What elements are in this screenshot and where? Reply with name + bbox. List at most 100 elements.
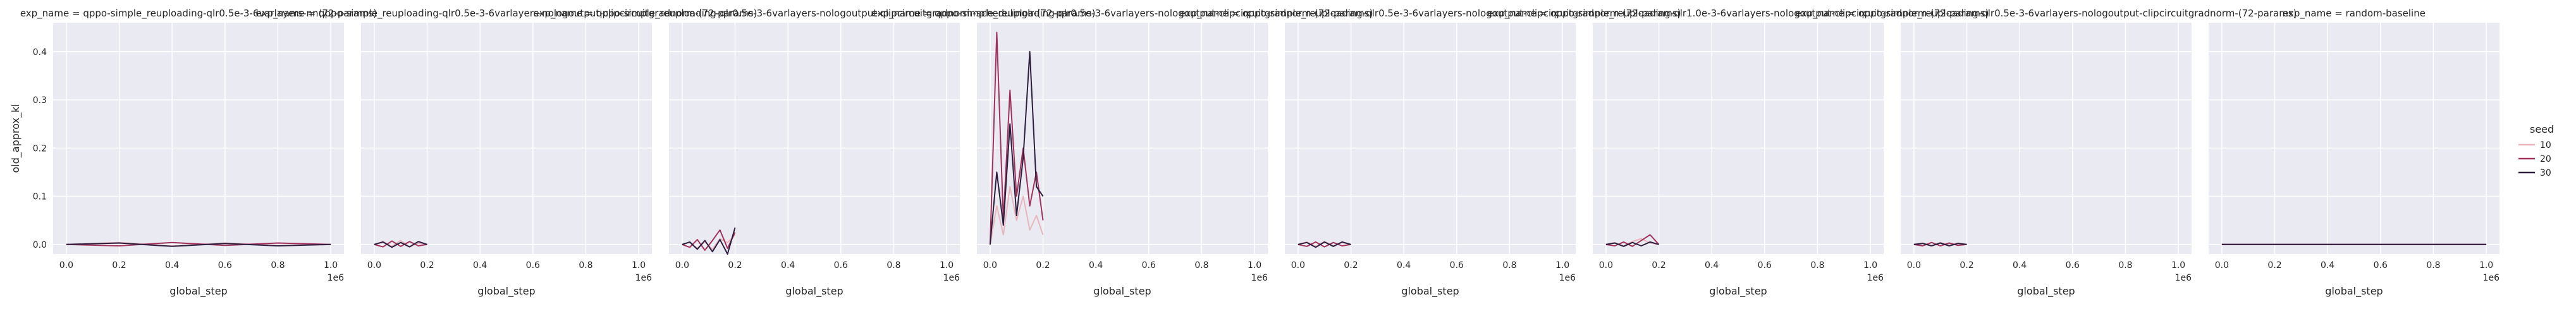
x-tick-label: 0.2 (112, 260, 126, 270)
x-tick-label: 0.2 (1036, 260, 1050, 270)
panel-title: exp_name = qppo-simple_reuploading-qlr0.… (872, 8, 1373, 20)
x-tick-label: 0.6 (834, 260, 848, 270)
x-tick-label: 0.8 (2118, 260, 2132, 270)
series-line-seed-20 (1913, 241, 1967, 246)
facet-panel: 0.0 0.2 0.4 0.6 0.8 1.0 1e6 global_step exp_name… (256, 8, 757, 298)
series-line-seed-20 (66, 241, 331, 246)
series-line-seed-30 (989, 51, 1044, 245)
x-tick-label: 1.0 (2479, 260, 2493, 270)
facet-panel: 0.0 0.2 0.4 0.6 0.8 1.0 1e6 global_step exp_name… (1796, 8, 2297, 298)
x-tick-label: 0.0 (1291, 260, 1305, 270)
y-tick-label: 0.3 (33, 95, 47, 106)
panel-title: exp_name = qppo-simple_reuploading-qlr0.… (1180, 8, 1681, 20)
facet-panel: 0.0 0.2 0.4 0.6 0.8 1.0 1e6 global_step exp_name… (1488, 8, 1989, 298)
x-tick-label: 0.0 (1907, 260, 1921, 270)
x-tick-label: 0.6 (2374, 260, 2388, 270)
x-tick-label: 0.8 (271, 260, 285, 270)
panel-title: exp_name = qppo-simple_reuploading-qlr0.… (1796, 8, 2297, 20)
panel-background (1285, 23, 1576, 254)
x-tick-label: 0.4 (473, 260, 487, 270)
x-tick-label: 0.2 (1652, 260, 1665, 270)
series-line-seed-10 (989, 186, 1044, 245)
x-tick-label: 0.6 (218, 260, 232, 270)
x-tick-label: 0.2 (1344, 260, 1358, 270)
x-tick-label: 0.2 (1960, 260, 1973, 270)
x-tick-label: 0.8 (2426, 260, 2440, 270)
series-line-seed-20 (989, 32, 1044, 245)
x-tick-label: 0.4 (1705, 260, 1719, 270)
panel-title: exp_name = qppo-simple_reuploading-qlr1.… (1488, 8, 1989, 20)
x-tick-label: 0.8 (579, 260, 592, 270)
legend-title: seed (2530, 123, 2554, 135)
series-line-seed-30 (66, 242, 331, 247)
x-axis-label: global_step (1709, 285, 1767, 298)
series-line-seed-20 (1297, 241, 1351, 248)
panel-background (1593, 23, 1884, 254)
legend: seed 10 20 30 (2518, 123, 2554, 178)
series-line-seed-20 (374, 240, 427, 248)
x-tick-label: 0.6 (1142, 260, 1156, 270)
x-axis-label: global_step (1401, 285, 1459, 298)
y-tick-label: 0.1 (33, 192, 47, 202)
x-axis-label: global_step (2017, 285, 2075, 298)
x-tick-label: 0.2 (420, 260, 434, 270)
x-tick-label: 0.2 (2267, 260, 2281, 270)
x-tick-label: 0.8 (1502, 260, 1516, 270)
facet-panel: 0.0 0.2 0.4 0.6 0.8 1.0 1e6 global_step exp_name… (1180, 8, 1681, 298)
x-tick-label: 0.2 (728, 260, 742, 270)
panel-background (361, 23, 652, 254)
facet-panels: 0.0 0.2 0.4 0.6 0.8 1.0 0.0 0.1 0.2 0.3 0.4 1e6 glob… (20, 8, 2499, 298)
x-tick-label: 0.6 (526, 260, 540, 270)
panel-background (53, 23, 344, 254)
x-tick-label: 0.6 (1450, 260, 1464, 270)
y-tick-label: 0.2 (33, 143, 47, 154)
x-offset-label: 1e6 (635, 273, 653, 283)
x-tick-label: 0.4 (781, 260, 795, 270)
facet-panel: 0.0 0.2 0.4 0.6 0.8 1.0 1e6 global_step exp_name… (534, 8, 1096, 298)
x-tick-label: 0.8 (886, 260, 900, 270)
x-tick-label: 0.4 (1089, 260, 1103, 270)
panel-title: exp_name = qppo-simple_reuploading-qlr0.… (20, 8, 377, 20)
series-line-seed-30 (1605, 241, 1659, 247)
x-tick-label: 0.6 (1758, 260, 1772, 270)
x-tick-label: 0.0 (367, 260, 381, 270)
x-tick-label: 1.0 (1863, 260, 1877, 270)
x-tick-label: 0.0 (59, 260, 73, 270)
x-tick-label: 0.0 (675, 260, 689, 270)
x-tick-label: 0.4 (1397, 260, 1411, 270)
x-tick-label: 0.0 (983, 260, 997, 270)
x-axis-label: global_step (477, 285, 535, 298)
x-tick-label: 1.0 (940, 260, 954, 270)
x-axis-label: global_step (1093, 285, 1151, 298)
legend-label: 10 (2540, 140, 2551, 150)
x-offset-label: 1e6 (943, 273, 960, 283)
panel-background (1901, 23, 2192, 254)
x-offset-label: 1e6 (328, 273, 345, 283)
x-tick-label: 0.6 (2066, 260, 2080, 270)
panel-background (669, 23, 960, 254)
series-line-seed-20 (1605, 234, 1660, 247)
x-tick-label: 1.0 (1555, 260, 1569, 270)
legend-label: 20 (2540, 154, 2551, 164)
panel-title: exp_name = qppo-simple_reuploading-qlr0.… (534, 8, 1096, 20)
x-tick-label: 0.4 (165, 260, 179, 270)
x-tick-label: 0.0 (1599, 260, 1613, 270)
y-tick-label: 0.4 (33, 47, 47, 58)
legend-label: 30 (2540, 168, 2551, 178)
x-tick-label: 1.0 (632, 260, 646, 270)
x-offset-label: 1e6 (2175, 273, 2192, 283)
x-offset-label: 1e6 (1867, 273, 1884, 283)
x-tick-label: 0.4 (2321, 260, 2334, 270)
y-axis-label: old_approx_kl (9, 104, 22, 173)
series-line-seed-30 (1297, 241, 1351, 248)
x-axis-label: global_step (2325, 285, 2383, 298)
x-offset-label: 1e6 (2483, 273, 2500, 283)
series-line-seed-30 (1913, 242, 1967, 246)
x-offset-label: 1e6 (1251, 273, 1268, 283)
panel-background (977, 23, 1268, 254)
x-axis-label: global_step (785, 285, 843, 298)
facet-panel: 0.0 0.2 0.4 0.6 0.8 1.0 1e6 global_step exp_name… (2209, 8, 2499, 298)
facet-panel: 0.0 0.2 0.4 0.6 0.8 1.0 0.0 0.1 0.2 0.3 0.4 1e6 glob… (20, 8, 377, 298)
x-tick-label: 1.0 (1248, 260, 1261, 270)
